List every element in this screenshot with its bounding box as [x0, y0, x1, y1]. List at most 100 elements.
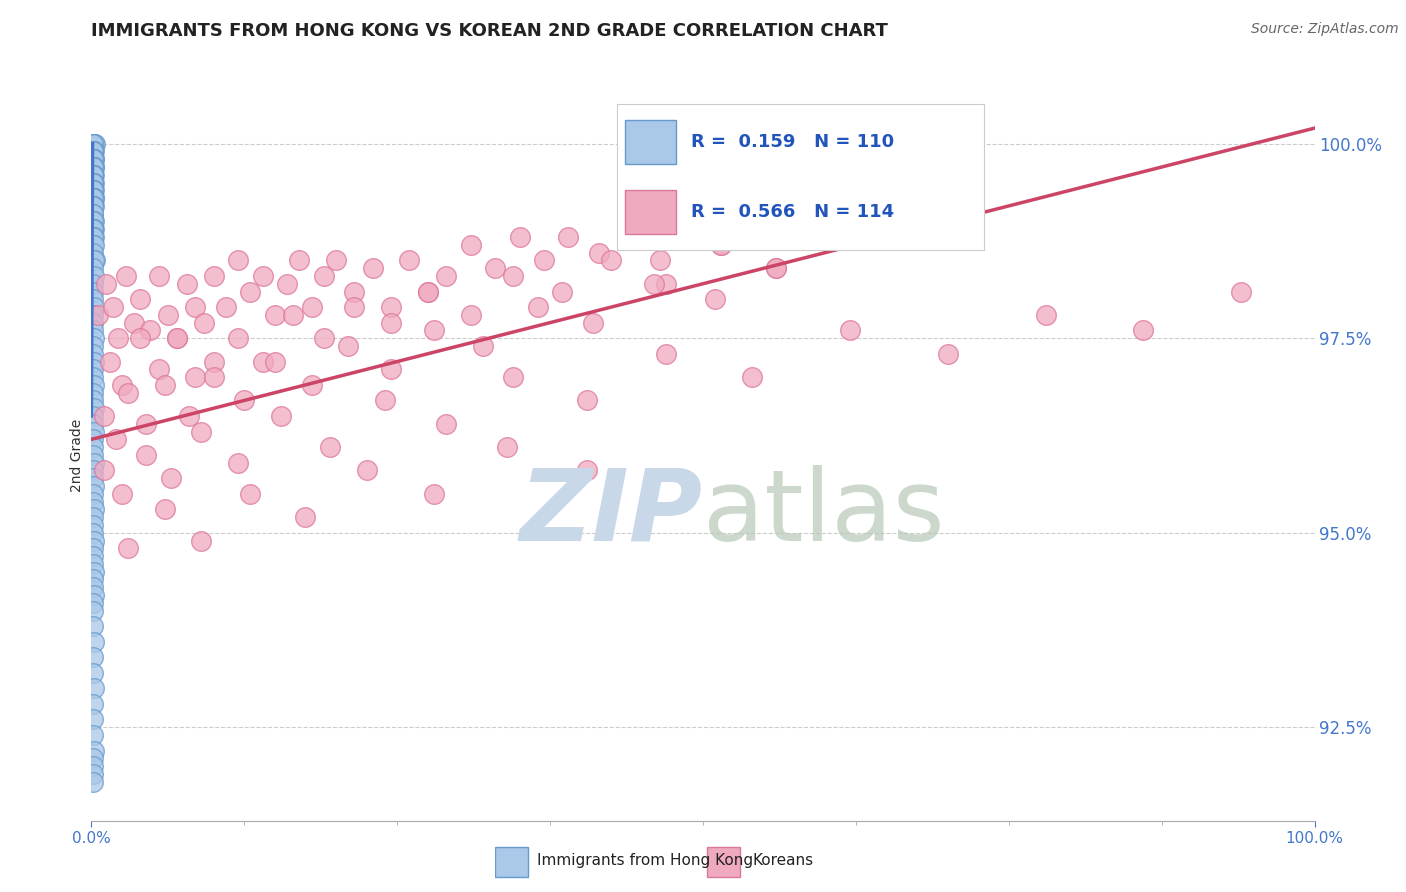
Point — [264, 308, 287, 322]
Point — [129, 293, 152, 307]
Point — [84, 253, 107, 268]
Point — [288, 253, 311, 268]
Point — [82, 285, 104, 299]
Point — [82, 525, 104, 540]
Point — [226, 331, 249, 345]
Point — [82, 168, 104, 182]
Point — [103, 300, 125, 314]
Point — [82, 308, 104, 322]
Point — [93, 409, 115, 423]
Point — [301, 300, 323, 314]
Point — [83, 743, 105, 757]
Point — [82, 362, 104, 376]
Point — [153, 502, 176, 516]
Point — [82, 347, 104, 361]
Point — [82, 440, 104, 454]
Point — [82, 385, 104, 400]
Point — [83, 502, 105, 516]
Point — [252, 268, 274, 283]
Point — [1230, 285, 1253, 299]
Point — [82, 176, 104, 190]
Point — [82, 191, 104, 205]
Point — [153, 377, 176, 392]
Point — [82, 145, 104, 159]
Point — [82, 448, 104, 462]
Point — [710, 237, 733, 252]
Point — [460, 308, 482, 322]
Point — [82, 494, 104, 508]
Point — [148, 362, 170, 376]
Point — [679, 214, 702, 228]
Point — [484, 261, 506, 276]
Point — [239, 285, 262, 299]
Point — [434, 417, 457, 431]
Point — [398, 253, 420, 268]
Point — [704, 293, 727, 307]
Point — [166, 331, 188, 345]
Point — [502, 370, 524, 384]
Point — [380, 362, 402, 376]
Point — [157, 308, 180, 322]
Text: ZIP: ZIP — [520, 465, 703, 562]
Point — [82, 136, 104, 151]
Point — [83, 160, 105, 174]
Point — [283, 308, 305, 322]
Point — [190, 533, 212, 548]
Point — [83, 136, 105, 151]
Point — [838, 323, 860, 337]
Point — [471, 339, 494, 353]
Point — [887, 207, 910, 221]
Point — [337, 339, 360, 353]
Point — [312, 331, 335, 345]
Point — [83, 456, 105, 470]
Point — [575, 393, 598, 408]
Text: atlas: atlas — [703, 465, 945, 562]
Point — [741, 370, 763, 384]
Point — [83, 136, 105, 151]
Point — [202, 268, 225, 283]
Point — [83, 533, 105, 548]
Point — [83, 176, 105, 190]
Point — [509, 230, 531, 244]
Point — [226, 456, 249, 470]
Point — [765, 261, 787, 276]
Point — [1035, 308, 1057, 322]
Point — [129, 331, 152, 345]
Point — [82, 417, 104, 431]
Point — [270, 409, 292, 423]
Point — [82, 339, 104, 353]
Point — [239, 487, 262, 501]
Point — [82, 557, 104, 571]
Point — [582, 316, 605, 330]
Point — [765, 261, 787, 276]
Point — [83, 199, 105, 213]
Point — [98, 354, 121, 368]
Point — [82, 728, 104, 742]
Point — [82, 191, 104, 205]
Point — [82, 541, 104, 556]
Point — [215, 300, 238, 314]
Point — [179, 409, 201, 423]
Point — [83, 300, 105, 314]
Point — [710, 237, 733, 252]
Point — [111, 487, 134, 501]
Point — [184, 370, 207, 384]
Point — [82, 136, 104, 151]
Point — [166, 331, 188, 345]
Point — [650, 253, 672, 268]
Point — [82, 168, 104, 182]
Point — [135, 448, 157, 462]
Point — [301, 377, 323, 392]
Point — [83, 230, 105, 244]
Point — [82, 237, 104, 252]
Point — [117, 541, 139, 556]
Point — [226, 253, 249, 268]
Point — [557, 230, 579, 244]
Point — [551, 285, 574, 299]
Point — [83, 588, 105, 602]
Point — [184, 300, 207, 314]
Point — [83, 377, 105, 392]
Point — [82, 222, 104, 236]
Point — [82, 767, 104, 781]
Point — [423, 323, 446, 337]
